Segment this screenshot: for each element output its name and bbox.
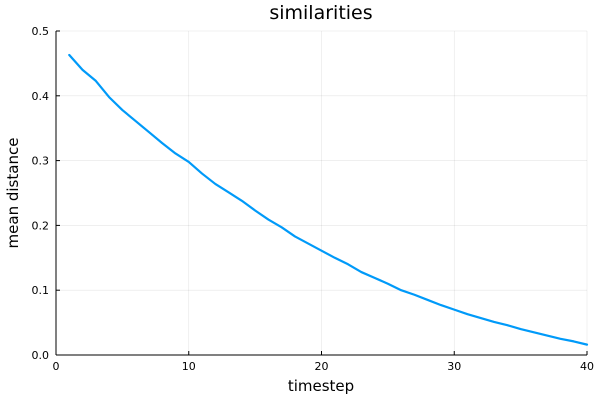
chart-title: similarities xyxy=(269,2,372,24)
x-axis-title: timestep xyxy=(288,377,354,395)
x-tick-label: 10 xyxy=(182,360,196,373)
y-axis-title: mean distance xyxy=(4,138,22,249)
y-tick-label: 0.0 xyxy=(32,349,50,362)
series-line xyxy=(68,53,589,346)
y-tick-label: 0.5 xyxy=(32,25,50,38)
x-tick-label: 40 xyxy=(580,360,594,373)
y-tick-label: 0.3 xyxy=(32,155,50,168)
y-tick-label: 0.2 xyxy=(32,219,50,232)
y-tick-label: 0.4 xyxy=(32,90,50,103)
ticks: 0 10 20 30 40 0.0 0.1 0.2 0.3 0.4 0.5 xyxy=(32,25,595,373)
series-layer xyxy=(68,53,589,346)
x-tick-label: 30 xyxy=(447,360,461,373)
x-tick-label: 0 xyxy=(53,360,60,373)
x-tick-label: 20 xyxy=(315,360,329,373)
y-tick-label: 0.1 xyxy=(32,284,50,297)
